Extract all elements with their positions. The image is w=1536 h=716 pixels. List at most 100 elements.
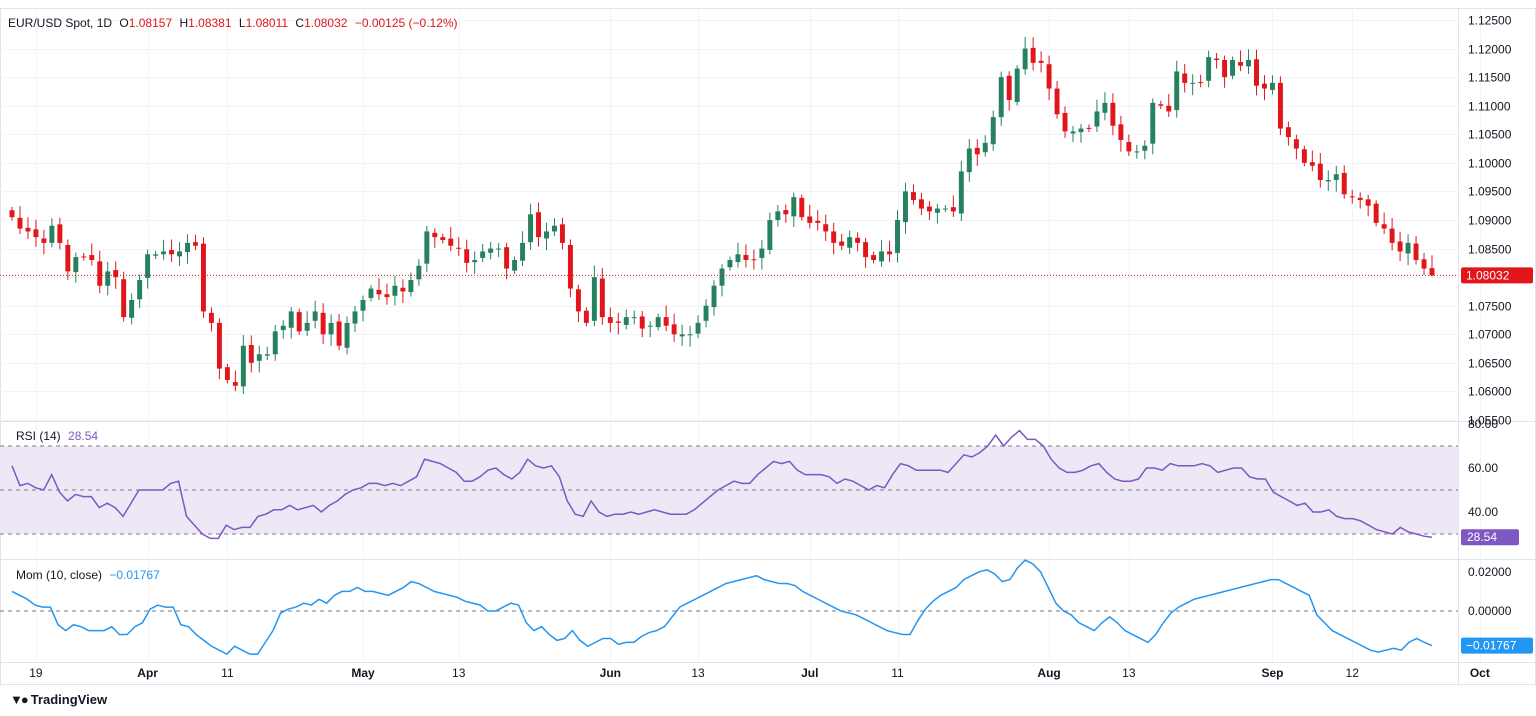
close-label: C	[295, 16, 305, 30]
x-tick-label: 13	[452, 666, 466, 680]
candle-body	[344, 322, 350, 348]
mom-legend[interactable]: Mom (10, close) −0.01767	[16, 568, 164, 582]
candle-body	[1142, 145, 1148, 151]
candle-body	[81, 256, 87, 258]
x-tick-label: Aug	[1037, 666, 1060, 680]
candle-body	[887, 251, 893, 255]
candle-body	[791, 197, 797, 217]
candle-body	[512, 260, 518, 271]
candle-body	[1325, 180, 1331, 182]
candle-body	[248, 345, 254, 363]
candle-body	[1078, 128, 1084, 133]
candle-body	[815, 220, 821, 223]
candle-body	[224, 367, 230, 380]
candle-body	[33, 229, 39, 238]
candle-body	[647, 325, 653, 327]
candle-body	[1341, 172, 1347, 195]
high-value: 1.08381	[188, 16, 232, 30]
candle-body	[982, 142, 988, 153]
candle-body	[1285, 127, 1291, 138]
candle-body	[1421, 259, 1427, 269]
candle-body	[575, 289, 581, 312]
candle-body	[1038, 60, 1044, 63]
candle-body	[855, 237, 861, 243]
candle-body	[942, 208, 948, 210]
candle-body	[1269, 82, 1275, 90]
candle-body	[520, 242, 526, 261]
candle-body	[216, 322, 222, 369]
candle-body	[1150, 102, 1156, 144]
candle-body	[751, 259, 757, 261]
candle-body	[177, 251, 183, 257]
candle-body	[145, 254, 151, 278]
candle-body	[49, 225, 55, 243]
mom-last-tag	[1461, 637, 1533, 654]
candle-body	[998, 77, 1004, 118]
candle-body	[839, 241, 845, 246]
candle-body	[735, 254, 741, 263]
open-value: 1.08157	[128, 16, 173, 30]
price-tick-label: 1.08500	[1468, 243, 1512, 257]
grid-layer	[0, 8, 1536, 685]
candle-body	[376, 289, 382, 295]
candle-body	[528, 214, 534, 243]
momentum-pane	[0, 559, 1458, 656]
candle-body	[440, 237, 446, 240]
candle-body	[903, 191, 908, 223]
candle-body	[352, 311, 358, 324]
symbol-title[interactable]: EUR/USD Spot, 1D	[8, 16, 113, 30]
candle-body	[272, 331, 278, 355]
candle-body	[73, 257, 79, 273]
candle-body	[169, 250, 175, 255]
mom-tick-label: 0.02000	[1468, 565, 1512, 579]
x-tick-label: Jun	[600, 666, 621, 680]
candle-body	[456, 247, 462, 249]
candle-body	[631, 317, 637, 319]
rsi-legend[interactable]: RSI (14) 28.54	[16, 429, 102, 443]
candle-body	[496, 248, 502, 250]
candle-body	[1429, 268, 1435, 276]
candle-body	[551, 225, 557, 232]
price-tick-label: 1.05500	[1468, 414, 1512, 428]
candle-body	[448, 238, 454, 246]
price-tick-label: 1.11500	[1468, 71, 1511, 85]
candle-body	[958, 171, 964, 214]
candle-body	[1206, 57, 1212, 81]
candle-body	[336, 321, 342, 346]
rsi-pane	[0, 429, 1458, 540]
candle-body	[639, 316, 645, 329]
candle-body	[288, 311, 294, 328]
candle-body	[488, 248, 494, 253]
rsi-label: RSI (14)	[16, 429, 61, 443]
candle-body	[208, 312, 214, 323]
x-tick-label: Sep	[1261, 666, 1283, 680]
candle-body	[416, 265, 422, 280]
candle-body	[1254, 59, 1259, 86]
candle-body	[57, 224, 63, 243]
candle-body	[1182, 73, 1188, 83]
candle-body	[1317, 163, 1323, 180]
rsi-tick-label: 60.00	[1468, 461, 1498, 475]
candle-body	[1070, 131, 1076, 134]
candle-body	[1389, 228, 1395, 243]
candle-body	[743, 254, 749, 260]
change-value: −0.00125 (−0.12%)	[354, 16, 458, 30]
low-value: 1.08011	[245, 16, 289, 30]
candle-body	[536, 212, 541, 238]
candle-body	[185, 242, 190, 253]
price-legend: EUR/USD Spot, 1D O1.08157 H1.08381 L1.08…	[8, 16, 466, 30]
candle-body	[320, 312, 326, 335]
candle-body	[974, 147, 980, 155]
axis-layer: 1.12500 1.12000 1.11500 1.11000 1.10500 1.100…	[29, 14, 1533, 680]
candle-body	[950, 207, 956, 212]
price-tick-label: 1.07000	[1468, 328, 1512, 342]
candle-body	[1277, 82, 1283, 129]
candle-body	[1110, 102, 1116, 126]
mom-line	[11, 559, 1433, 656]
candle-body	[1198, 82, 1204, 84]
candle-body	[599, 278, 605, 318]
tradingview-logo[interactable]: ▼● TradingView	[10, 692, 107, 707]
candle-body	[25, 227, 31, 232]
candle-body	[424, 231, 430, 264]
